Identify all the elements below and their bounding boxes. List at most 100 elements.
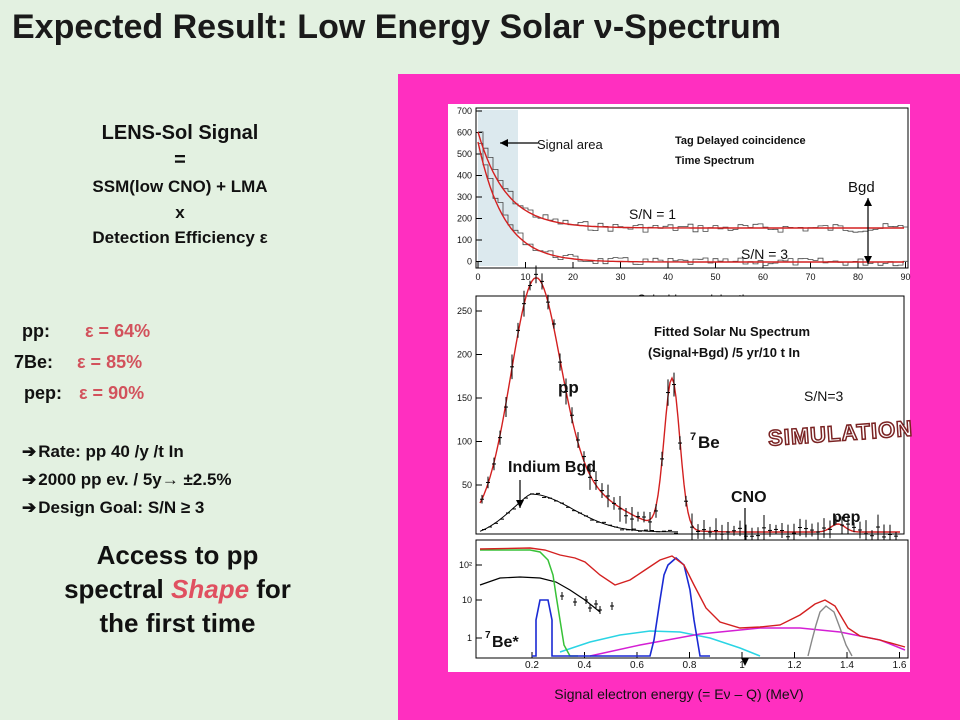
top-ytick-label: 600 bbox=[457, 128, 472, 138]
bottom-xtick-label: 1.6 bbox=[893, 660, 907, 671]
bottom-ytick-label: 1 bbox=[467, 633, 472, 643]
mid-ytick-label: 150 bbox=[457, 393, 472, 403]
pp-label: pp bbox=[558, 378, 579, 397]
energy-xlabel: Signal electron energy (= Eν – Q) (MeV) bbox=[554, 686, 804, 702]
efficiency-value: ε = 64% bbox=[85, 321, 151, 341]
fitted-title-line2: (Signal+Bgd) /5 yr/10 t In bbox=[648, 345, 800, 360]
bottom-xtick-label: 0.2 bbox=[525, 660, 539, 671]
tag-title-line2: Time Spectrum bbox=[675, 155, 754, 167]
sn3-label: S/N = 3 bbox=[741, 246, 788, 262]
indium-bgd-label: Indium Bgd bbox=[508, 459, 596, 476]
ssm-term: SSM(low CNO) + LMA bbox=[92, 177, 268, 196]
equals-sign: = bbox=[174, 149, 186, 171]
arrow-icon bbox=[864, 256, 872, 264]
top-xtick-label: 60 bbox=[758, 272, 768, 282]
top-xtick-label: 10 bbox=[520, 272, 530, 282]
mid-ytick-label: 50 bbox=[462, 480, 472, 490]
cno-label: CNO bbox=[731, 489, 767, 506]
top-ytick-label: 100 bbox=[457, 235, 472, 245]
bullet-item: ➔ Design Goal: S/N ≥ 3 bbox=[22, 498, 205, 517]
be7-component-histogram bbox=[532, 556, 710, 657]
efficiency-label: pp: bbox=[22, 321, 50, 341]
top-xtick-label: 70 bbox=[805, 272, 815, 282]
bottom-ytick-label: 10 bbox=[462, 595, 472, 605]
arrow-icon bbox=[516, 500, 524, 508]
pep-histogram bbox=[807, 605, 853, 657]
efficiency-list: pp: ε = 64% 7Be: ε = 85% pep: ε = 90% bbox=[14, 316, 352, 409]
pp-component-histogram bbox=[480, 549, 578, 657]
pep-label: pep bbox=[832, 509, 861, 526]
top-xtick-label: 30 bbox=[615, 272, 625, 282]
tag-title-line1: Tag Delayed coincidence bbox=[675, 135, 806, 147]
top-xtick-label: 90 bbox=[900, 272, 910, 282]
mid-ytick-label: 100 bbox=[457, 437, 472, 447]
top-xtick-label: 80 bbox=[853, 272, 863, 282]
sn1-label: S/N = 1 bbox=[629, 206, 676, 222]
efficiency-pep: pep: ε = 90% bbox=[22, 378, 352, 409]
slide-title: Expected Result: Low Energy Solar ν-Spec… bbox=[12, 8, 781, 46]
be7-label: Be bbox=[698, 433, 720, 452]
top-ytick-label: 400 bbox=[457, 171, 472, 181]
top-ytick-label: 200 bbox=[457, 214, 472, 224]
arrow-icon: ➔ bbox=[22, 470, 37, 489]
top-xtick-label: 40 bbox=[663, 272, 673, 282]
detection-efficiency-term: Detection Efficiency ε bbox=[92, 228, 268, 247]
mid-ytick-label: 250 bbox=[457, 306, 472, 316]
top-ytick-label: 700 bbox=[457, 106, 472, 116]
signal-area-band bbox=[478, 110, 518, 266]
arrow-icon: ➔ bbox=[22, 498, 37, 517]
shape-highlight: Shape bbox=[171, 574, 250, 604]
bottom-xtick-label: 1 bbox=[739, 660, 745, 671]
bottom-plot-xaxis: 0.2 0.4 0.6 0.8 1 1.2 1.4 1.6 bbox=[525, 652, 907, 671]
top-ytick-label: 0 bbox=[467, 257, 472, 267]
top-ytick-label: 500 bbox=[457, 149, 472, 159]
efficiency-value: ε = 85% bbox=[77, 352, 143, 372]
bottom-xtick-label: 0.4 bbox=[578, 660, 592, 671]
total-bgd-curve bbox=[479, 576, 601, 613]
top-plot-xaxis: 0 10 20 30 40 50 60 70 80 90 bbox=[475, 262, 911, 282]
bullet-item: ➔ 2000 pp ev. / 5y→ ±2.5% bbox=[22, 470, 232, 489]
top-ytick-label: 300 bbox=[457, 192, 472, 202]
top-xtick-label: 0 bbox=[475, 272, 480, 282]
signal-area-label: Signal area bbox=[537, 137, 604, 152]
bottom-xtick-label: 1.2 bbox=[788, 660, 802, 671]
be7star-label: Be* bbox=[492, 634, 519, 651]
bottom-xtick-label: 1.4 bbox=[840, 660, 854, 671]
arrow-icon bbox=[741, 658, 749, 666]
arrow-icon bbox=[864, 198, 872, 206]
mid-ytick-label: 200 bbox=[457, 350, 472, 360]
top-fit-curve-sn1 bbox=[477, 131, 904, 229]
efficiency-pp: pp: ε = 64% bbox=[22, 316, 352, 347]
spectrum-data-points bbox=[480, 265, 898, 550]
top-xtick-label: 50 bbox=[710, 272, 720, 282]
total-fit-curve bbox=[479, 547, 906, 648]
middle-plot-yaxis: 250 200 150 100 50 bbox=[457, 306, 482, 490]
top-xtick-label: 20 bbox=[568, 272, 578, 282]
bullet-list: ➔ Rate: pp 40 /y /t In ➔ 2000 pp ev. / 5y→… bbox=[22, 438, 232, 522]
bottom-plot-yaxis: 10² 10 1 bbox=[459, 560, 482, 643]
efficiency-value: ε = 90% bbox=[79, 383, 145, 403]
fitted-title-line1: Fitted Solar Nu Spectrum bbox=[654, 324, 810, 339]
bottom-data-points bbox=[560, 592, 614, 614]
top-histogram-sn3 bbox=[478, 143, 908, 267]
top-fit-curve-sn3 bbox=[477, 141, 904, 263]
access-statement: Access to pp spectral Shape for the firs… bbox=[64, 540, 291, 638]
bottom-xtick-label: 0.8 bbox=[683, 660, 697, 671]
bottom-ytick-label: 10² bbox=[459, 560, 472, 570]
bgd-label: Bgd bbox=[848, 179, 875, 196]
times-sign: x bbox=[175, 202, 185, 222]
efficiency-be7: 7Be: ε = 85% bbox=[14, 347, 352, 378]
cno-component-curve bbox=[559, 630, 761, 657]
be7star-superscript: 7 bbox=[485, 630, 491, 641]
middle-plot-frame bbox=[475, 295, 905, 535]
sn3-sim-label: S/N=3 bbox=[804, 388, 844, 404]
top-plot-frame bbox=[475, 107, 909, 269]
efficiency-label: 7Be: bbox=[14, 352, 54, 372]
arrow-icon bbox=[500, 139, 508, 147]
arrow-icon: ➔ bbox=[22, 442, 37, 461]
bullet-item: ➔ Rate: pp 40 /y /t In bbox=[22, 442, 184, 461]
efficiency-label: pep: bbox=[24, 383, 62, 403]
signal-formula: LENS-Sol Signal = SSM(low CNO) + LMA x D… bbox=[0, 120, 360, 251]
bottom-xtick-label: 0.6 bbox=[630, 660, 644, 671]
